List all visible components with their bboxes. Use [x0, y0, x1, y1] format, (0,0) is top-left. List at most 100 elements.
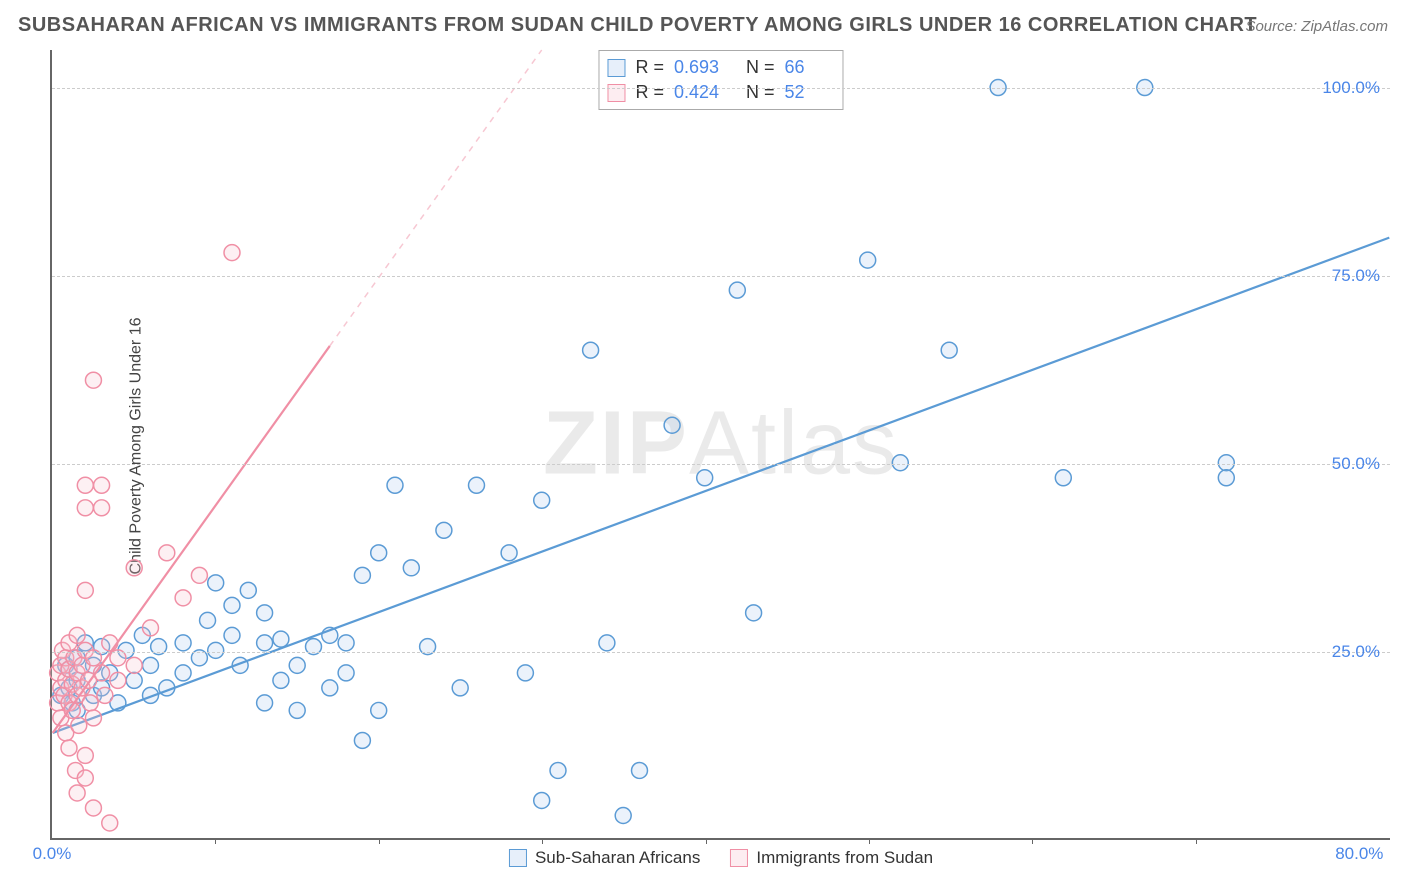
scatter-point-sudan	[77, 500, 93, 516]
scatter-point-subsaharan	[143, 657, 159, 673]
gridline-h	[52, 464, 1390, 465]
n-value: 52	[785, 82, 835, 103]
x-tick-minor	[706, 838, 707, 844]
scatter-point-subsaharan	[517, 665, 533, 681]
scatter-point-sudan	[102, 635, 118, 651]
gridline-h	[52, 652, 1390, 653]
scatter-point-subsaharan	[632, 762, 648, 778]
scatter-point-sudan	[94, 500, 110, 516]
stats-legend-box: R = 0.693 N = 66R = 0.424 N = 52	[598, 50, 843, 110]
r-value: 0.693	[674, 57, 724, 78]
trend-line-subsaharan	[53, 238, 1390, 733]
scatter-point-subsaharan	[338, 665, 354, 681]
x-tick-minor	[1032, 838, 1033, 844]
scatter-point-subsaharan	[892, 455, 908, 471]
scatter-point-subsaharan	[371, 545, 387, 561]
scatter-point-sudan	[77, 582, 93, 598]
scatter-point-subsaharan	[746, 605, 762, 621]
r-value: 0.424	[674, 82, 724, 103]
scatter-point-subsaharan	[257, 695, 273, 711]
chart-svg	[52, 50, 1390, 838]
scatter-point-subsaharan	[664, 417, 680, 433]
scatter-point-subsaharan	[534, 792, 550, 808]
series-legend: Sub-Saharan Africans Immigrants from Suda…	[509, 848, 933, 868]
scatter-point-sudan	[77, 747, 93, 763]
scatter-point-subsaharan	[322, 680, 338, 696]
stats-row-sudan: R =0.424N =52	[607, 80, 834, 105]
scatter-point-subsaharan	[257, 605, 273, 621]
scatter-point-subsaharan	[469, 477, 485, 493]
n-label: N =	[746, 82, 775, 103]
x-tick-minor	[215, 838, 216, 844]
x-tick-minor	[869, 838, 870, 844]
plot-area: ZIPAtlas R =0.693N =66R =0.424N =52 Sub-…	[50, 50, 1390, 840]
y-tick-label: 50.0%	[1332, 454, 1380, 474]
scatter-point-sudan	[143, 620, 159, 636]
scatter-point-subsaharan	[354, 567, 370, 583]
chart-container: SUBSAHARAN AFRICAN VS IMMIGRANTS FROM SU…	[0, 0, 1406, 892]
scatter-point-sudan	[159, 545, 175, 561]
chart-title: SUBSAHARAN AFRICAN VS IMMIGRANTS FROM SU…	[18, 14, 1257, 37]
scatter-point-subsaharan	[615, 808, 631, 824]
scatter-point-subsaharan	[1218, 470, 1234, 486]
scatter-point-sudan	[69, 627, 85, 643]
scatter-point-subsaharan	[387, 477, 403, 493]
scatter-point-subsaharan	[941, 342, 957, 358]
stats-row-subsaharan: R = 0.693 N = 66	[607, 55, 834, 80]
scatter-point-subsaharan	[175, 665, 191, 681]
x-tick-minor	[379, 838, 380, 844]
scatter-point-sudan	[85, 800, 101, 816]
scatter-point-subsaharan	[289, 657, 305, 673]
legend-label: Sub-Saharan Africans	[535, 848, 700, 868]
scatter-point-subsaharan	[501, 545, 517, 561]
scatter-point-sudan	[61, 740, 77, 756]
scatter-point-sudan	[77, 477, 93, 493]
scatter-point-subsaharan	[257, 635, 273, 651]
scatter-point-sudan	[77, 770, 93, 786]
scatter-point-subsaharan	[583, 342, 599, 358]
gridline-h	[52, 88, 1390, 89]
scatter-point-subsaharan	[452, 680, 468, 696]
legend-swatch-sudan	[607, 84, 625, 102]
x-tick-minor	[1196, 838, 1197, 844]
scatter-point-subsaharan	[224, 597, 240, 613]
gridline-h	[52, 276, 1390, 277]
scatter-point-subsaharan	[550, 762, 566, 778]
x-tick-label: 80.0%	[1335, 844, 1383, 864]
x-tick-label: 0.0%	[33, 844, 72, 864]
scatter-point-sudan	[224, 245, 240, 261]
scatter-point-subsaharan	[126, 672, 142, 688]
scatter-point-subsaharan	[338, 635, 354, 651]
trend-line-dashed-sudan	[330, 50, 542, 346]
scatter-point-sudan	[126, 657, 142, 673]
scatter-point-subsaharan	[599, 635, 615, 651]
scatter-point-sudan	[94, 477, 110, 493]
scatter-point-subsaharan	[697, 470, 713, 486]
scatter-point-subsaharan	[208, 642, 224, 658]
scatter-point-sudan	[102, 815, 118, 831]
scatter-point-sudan	[175, 590, 191, 606]
source-attribution: Source: ZipAtlas.com	[1245, 18, 1388, 35]
scatter-point-sudan	[126, 560, 142, 576]
scatter-point-subsaharan	[354, 732, 370, 748]
y-tick-label: 75.0%	[1332, 266, 1380, 286]
scatter-point-subsaharan	[403, 560, 419, 576]
n-value: 66	[785, 57, 835, 78]
scatter-point-sudan	[191, 567, 207, 583]
scatter-point-sudan	[85, 372, 101, 388]
n-label: N =	[746, 57, 775, 78]
y-tick-label: 100.0%	[1322, 78, 1380, 98]
legend-swatch-subsaharan	[607, 59, 625, 77]
r-label: R =	[635, 57, 664, 78]
scatter-point-subsaharan	[175, 635, 191, 651]
scatter-point-sudan	[85, 710, 101, 726]
x-tick-minor	[542, 838, 543, 844]
scatter-point-sudan	[69, 785, 85, 801]
scatter-point-subsaharan	[240, 582, 256, 598]
scatter-point-subsaharan	[1218, 455, 1234, 471]
scatter-point-sudan	[82, 695, 98, 711]
scatter-point-sudan	[71, 717, 87, 733]
legend-item-sudan: Immigrants from Sudan	[730, 848, 933, 868]
scatter-point-subsaharan	[200, 612, 216, 628]
scatter-point-subsaharan	[534, 492, 550, 508]
